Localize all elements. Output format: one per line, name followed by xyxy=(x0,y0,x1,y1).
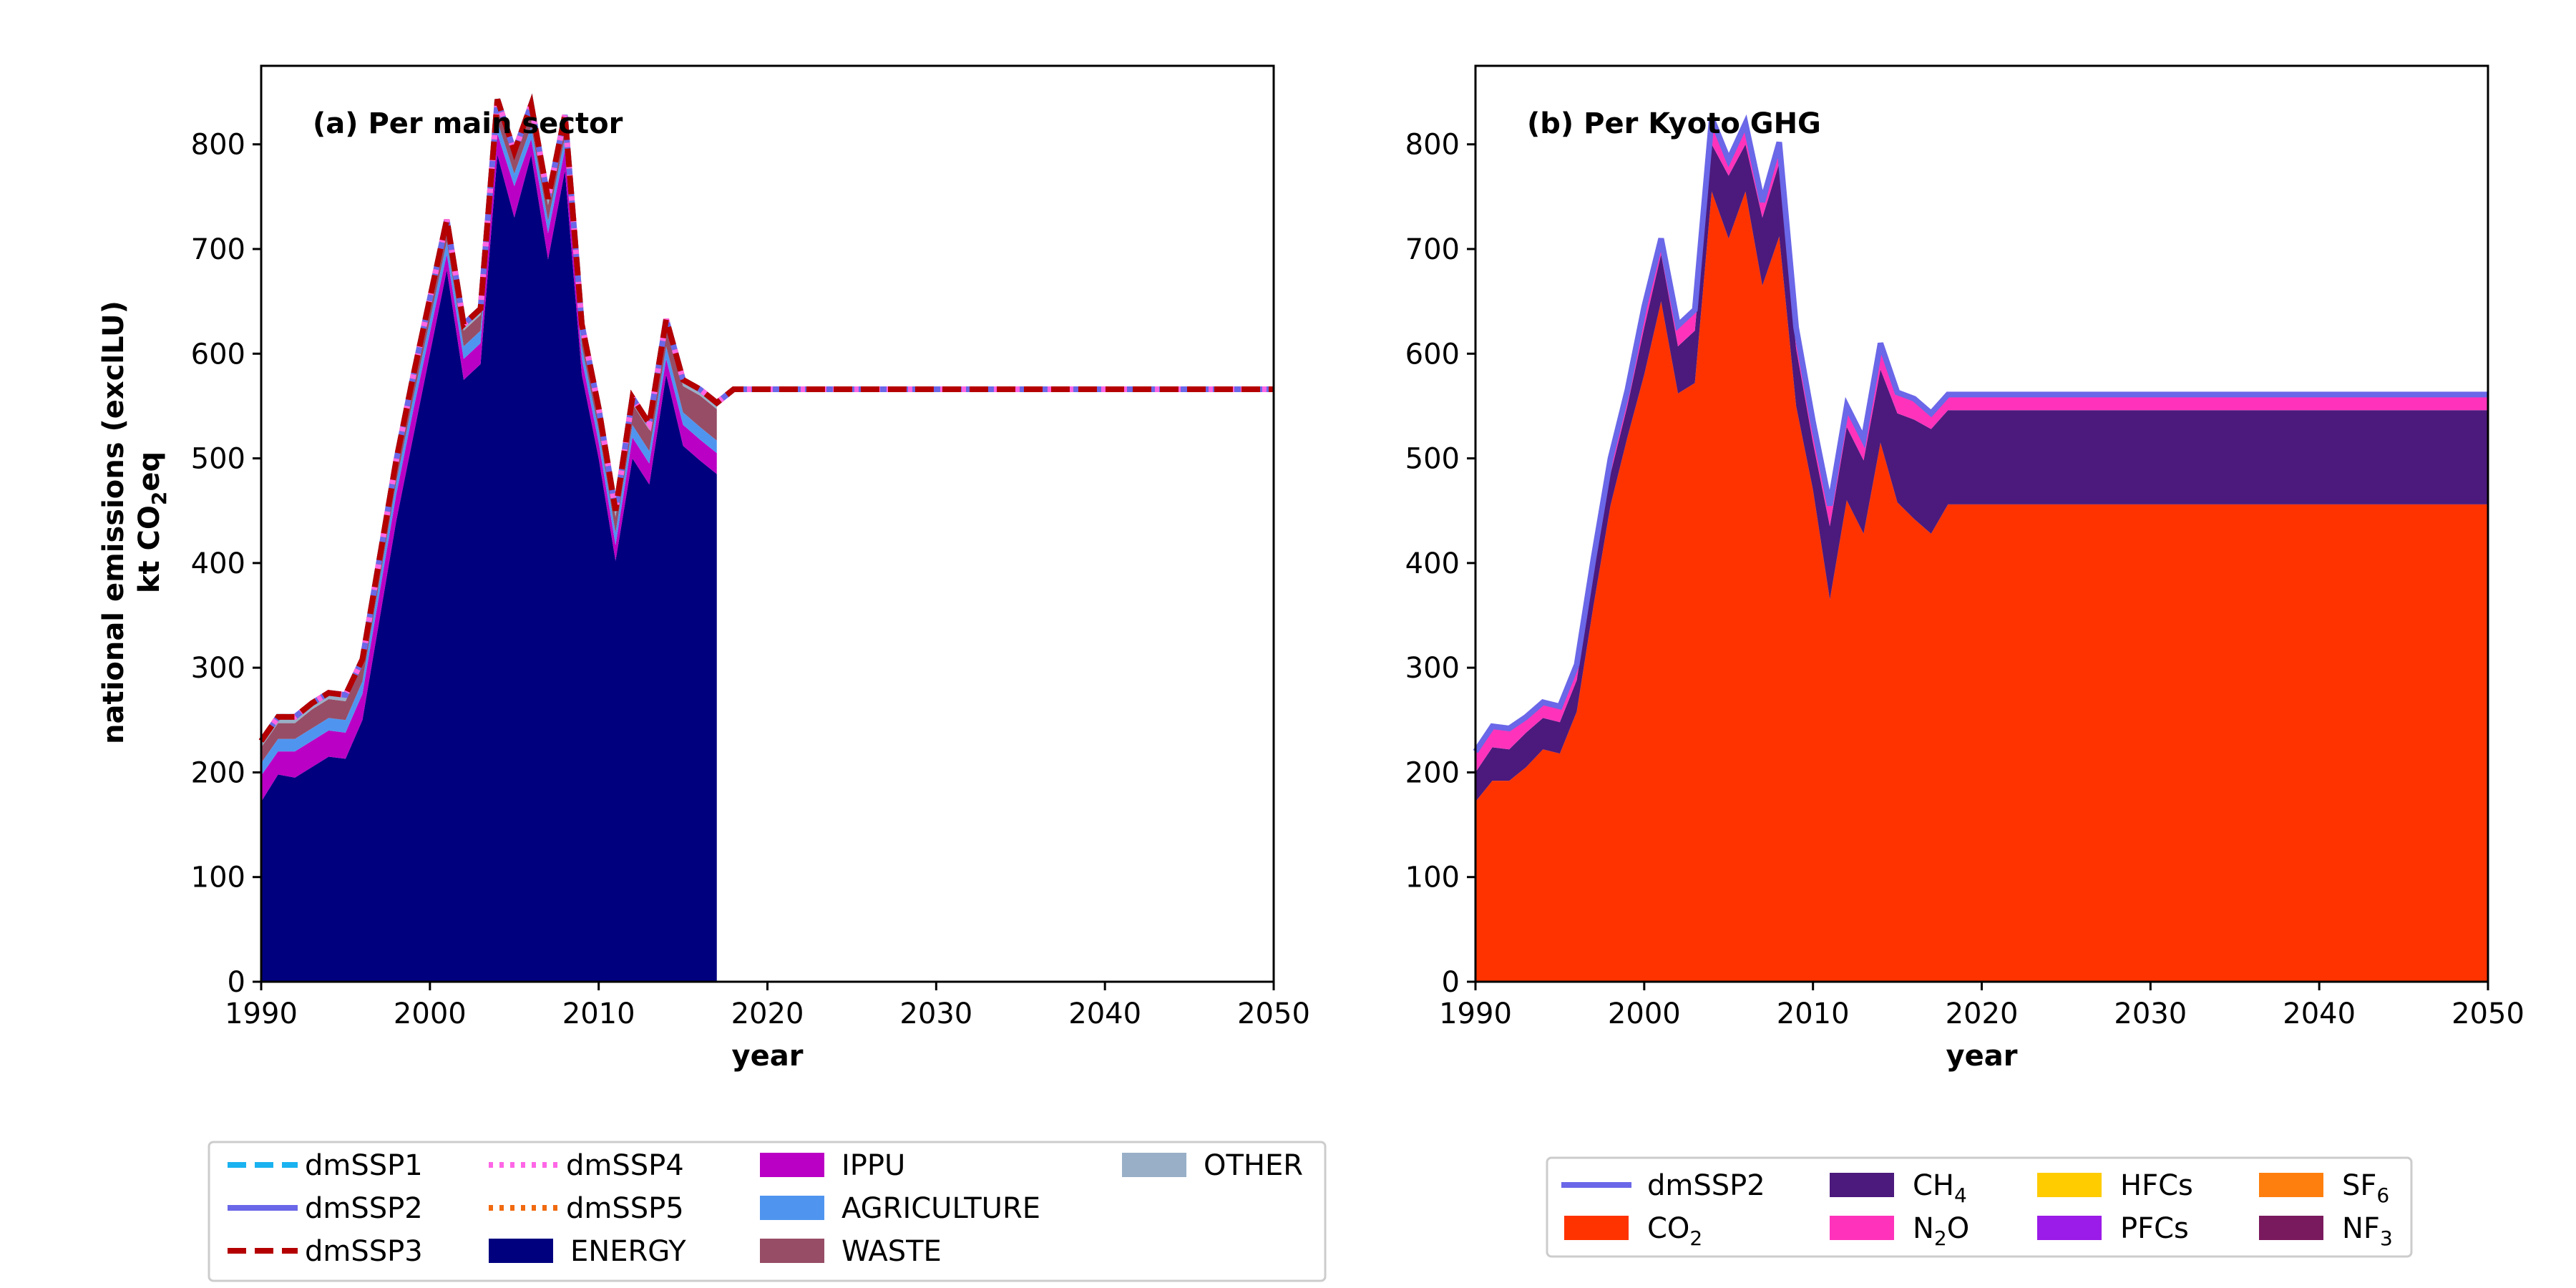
area-ippu xyxy=(261,134,717,802)
x-tick-label: 2040 xyxy=(1068,997,1141,1030)
y-tick-label: 800 xyxy=(1405,129,1460,162)
legend-handle-nf3 xyxy=(2259,1216,2323,1240)
y-tick-label: 0 xyxy=(228,966,245,999)
legend-label-nf3: NF3 xyxy=(2342,1212,2393,1250)
y-axis-label-eq: eq xyxy=(133,452,166,492)
legend-label-sf6-main: SF xyxy=(2342,1169,2376,1202)
panel-title: (b) Per Kyoto GHG xyxy=(1527,107,1821,140)
y-tick-label: 0 xyxy=(1442,966,1460,999)
legend-handle-sf6 xyxy=(2259,1173,2323,1197)
x-tick-label: 2030 xyxy=(2114,997,2187,1030)
legend-label: dmSSP1 xyxy=(305,1149,423,1182)
x-tick-label: 2050 xyxy=(1237,997,1310,1030)
y-tick-label: 400 xyxy=(1405,547,1460,580)
y-tick-label: 700 xyxy=(191,233,245,266)
x-tick-label: 2020 xyxy=(731,997,804,1030)
y-axis-label-line2: kt CO2eq xyxy=(133,452,171,593)
legend-label: dmSSP5 xyxy=(566,1192,684,1225)
x-tick-label: 2000 xyxy=(1608,997,1681,1030)
legend-label-n2o: N2O xyxy=(1913,1212,1969,1250)
line-dmssp2 xyxy=(1473,114,2488,753)
x-tick-label: 2030 xyxy=(899,997,972,1030)
y-tick-label: 700 xyxy=(1405,233,1460,266)
x-tick-label: 1990 xyxy=(225,997,298,1030)
x-tick-label: 2040 xyxy=(2283,997,2356,1030)
legend-label-n2o-sub: 2 xyxy=(1934,1226,1947,1250)
legend-label-co2-main: CO xyxy=(1647,1212,1689,1245)
y-tick-label: 600 xyxy=(191,338,245,371)
x-tick-label: 2020 xyxy=(1946,997,2019,1030)
legend-label: IPPU xyxy=(841,1149,905,1182)
legend-sector: dmSSP1 dmSSP2 dmSSP3 dmSSP4 dmSSP5 ENERGY IPPU… xyxy=(208,1141,1327,1282)
legend-label: dmSSP2 xyxy=(1647,1169,1765,1202)
x-tick-label: 2010 xyxy=(562,997,635,1030)
legend-handle-ch4 xyxy=(1830,1173,1894,1197)
panel-a-sector: 1990 2000 2010 2020 2030 2040 2050 0 100 200 300 40… xyxy=(191,64,1310,1073)
legend-label: dmSSP3 xyxy=(305,1235,423,1268)
legend-label: dmSSP4 xyxy=(566,1149,684,1182)
legend-label-sf6: SF6 xyxy=(2342,1169,2389,1207)
legend-handle-waste xyxy=(760,1239,824,1263)
legend-label-ch4-sub: 4 xyxy=(1954,1184,1967,1207)
x-tick-label: 2010 xyxy=(1777,997,1850,1030)
y-axis-label-line1: national emissions (exclLU) xyxy=(97,301,130,744)
legend-label: ENERGY xyxy=(570,1235,686,1268)
legend-handle-agriculture xyxy=(760,1196,824,1220)
legend-label-nf3-main: NF xyxy=(2342,1212,2380,1245)
y-tick-label: 500 xyxy=(1405,443,1460,476)
legend-handle-ippu xyxy=(760,1153,824,1177)
legend-label-co2-sub: 2 xyxy=(1689,1226,1702,1250)
legend-label: dmSSP2 xyxy=(305,1192,423,1225)
area-energy xyxy=(261,155,717,982)
x-axis-label: year xyxy=(732,1040,804,1073)
legend-handle-hfcs xyxy=(2037,1173,2102,1197)
legend-label-sf6-sub: 6 xyxy=(2376,1184,2389,1207)
area-ch4 xyxy=(1475,144,2488,802)
legend-label-nf3-sub: 3 xyxy=(2380,1226,2393,1250)
area-co2 xyxy=(1475,191,2488,982)
area-agriculture xyxy=(261,121,717,776)
legend-label-n2o-tail: O xyxy=(1947,1212,1969,1245)
legend-label-n2o-main: N xyxy=(1913,1212,1934,1245)
legend-label: WASTE xyxy=(841,1235,942,1268)
panel-b-ghg: 1990 2000 2010 2020 2030 2040 2050 0 100 200 300 40… xyxy=(1405,64,2524,1073)
legend-frame xyxy=(1546,1156,2413,1258)
y-tick-label: 500 xyxy=(191,443,245,476)
legend-handle-pfcs xyxy=(2037,1216,2102,1240)
legend-handle-energy xyxy=(489,1239,553,1263)
y-tick-label: 400 xyxy=(191,547,245,580)
legend-label-co2: CO2 xyxy=(1647,1212,1702,1250)
legend-label: AGRICULTURE xyxy=(841,1192,1040,1225)
legend-handle-other xyxy=(1122,1153,1186,1177)
legend-handle-co2 xyxy=(1564,1216,1629,1240)
legend-label-ch4-main: CH xyxy=(1913,1169,1954,1202)
x-tick-label: 2000 xyxy=(394,997,467,1030)
y-tick-label: 200 xyxy=(191,756,245,789)
y-tick-label: 100 xyxy=(191,862,245,894)
line-dmssp3 xyxy=(258,93,1274,743)
legend-label-pfcs: PFCs xyxy=(2120,1212,2189,1245)
y-axis-label-sub: 2 xyxy=(147,492,171,505)
y-tick-label: 600 xyxy=(1405,338,1460,371)
legend-label-ch4: CH4 xyxy=(1913,1169,1967,1207)
y-tick-label: 300 xyxy=(191,652,245,685)
legend-label: OTHER xyxy=(1204,1149,1303,1182)
y-tick-label: 300 xyxy=(1405,652,1460,685)
y-tick-label: 800 xyxy=(191,129,245,162)
x-tick-label: 2050 xyxy=(2451,997,2524,1030)
panel-title: (a) Per main sector xyxy=(313,107,623,140)
y-tick-label: 100 xyxy=(1405,862,1460,894)
legend-label-hfcs: HFCs xyxy=(2120,1169,2193,1202)
y-axis-label-co: kt CO xyxy=(133,505,166,593)
y-tick-label: 200 xyxy=(1405,756,1460,789)
x-axis-label: year xyxy=(1946,1040,2018,1073)
legend-handle-n2o xyxy=(1830,1216,1894,1240)
x-tick-label: 1990 xyxy=(1439,997,1512,1030)
